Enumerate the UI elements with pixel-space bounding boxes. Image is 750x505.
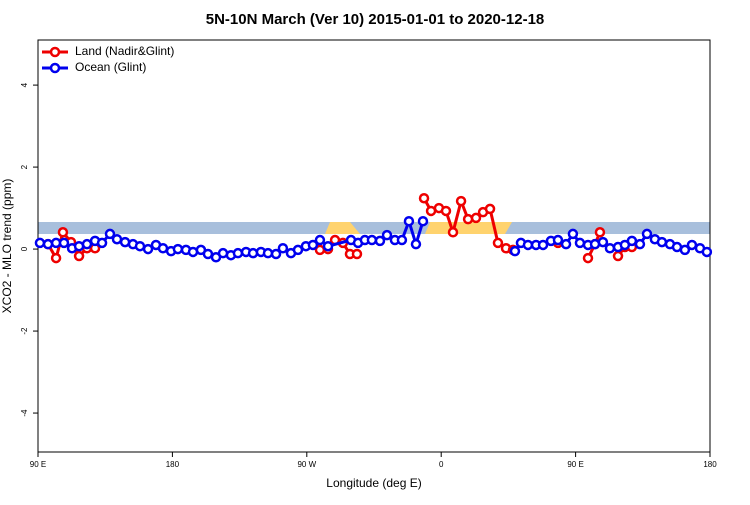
- reference-band: [38, 222, 710, 234]
- x-tick-label: 0: [439, 460, 444, 469]
- data-point: [634, 238, 646, 250]
- data-point: [492, 237, 504, 249]
- land-mask: [425, 222, 512, 234]
- legend-marker: [49, 46, 61, 58]
- data-point: [104, 228, 116, 240]
- legend-label: Ocean (Glint): [75, 60, 146, 74]
- data-point: [447, 227, 459, 238]
- data-point: [440, 205, 452, 217]
- data-point: [58, 237, 70, 249]
- x-tick-label: 180: [703, 460, 717, 469]
- data-point: [157, 243, 169, 254]
- data-point: [567, 228, 579, 240]
- data-point: [374, 235, 386, 247]
- data-point: [73, 250, 85, 262]
- data-point: [396, 234, 408, 246]
- data-point: [594, 227, 606, 238]
- data-point: [172, 243, 184, 255]
- data-point: [537, 239, 549, 251]
- data-point: [656, 236, 668, 248]
- data-point: [484, 203, 496, 215]
- data-point: [81, 238, 93, 250]
- data-point: [604, 243, 616, 254]
- legend-label: Land (Nadir&Glint): [75, 44, 174, 58]
- data-point: [612, 250, 624, 262]
- data-point: [96, 237, 108, 249]
- data-point: [597, 236, 609, 248]
- legend-marker: [49, 62, 61, 74]
- data-point: [50, 252, 62, 264]
- data-point: [626, 235, 638, 247]
- chart-title: 5N-10N March (Ver 10) 2015-01-01 to 2020…: [206, 11, 545, 28]
- y-tick-label: 0: [20, 246, 29, 251]
- data-point: [247, 247, 259, 259]
- data-point: [509, 245, 521, 257]
- data-point: [262, 247, 274, 259]
- data-point: [351, 248, 363, 260]
- data-point: [232, 247, 244, 259]
- data-point: [574, 237, 586, 249]
- data-point: [134, 240, 146, 252]
- data-point: [202, 248, 214, 260]
- x-tick-label: 180: [166, 460, 180, 469]
- x-tick-label: 90 E: [567, 460, 583, 469]
- data-point: [314, 234, 326, 246]
- data-point: [270, 248, 282, 260]
- data-point: [701, 246, 713, 258]
- y-axis-label: XCO2 - MLO trend (ppm): [0, 179, 14, 314]
- data-point: [34, 237, 46, 249]
- data-point: [142, 243, 154, 255]
- y-tick-label: 2: [20, 164, 29, 169]
- data-point: [560, 238, 572, 250]
- x-axis-label: Longitude (deg E): [326, 476, 421, 490]
- data-point: [277, 243, 289, 254]
- data-point: [292, 244, 304, 256]
- data-point: [470, 212, 482, 224]
- data-point: [641, 228, 653, 240]
- data-point: [410, 238, 422, 250]
- data-point: [455, 195, 467, 207]
- data-point: [679, 244, 691, 256]
- data-point: [42, 238, 54, 250]
- data-point: [57, 227, 69, 238]
- y-tick-label: -4: [20, 409, 29, 417]
- y-tick-label: -2: [20, 327, 29, 335]
- x-tick-label: 90 E: [30, 460, 46, 469]
- data-point: [552, 234, 564, 246]
- data-point: [381, 229, 393, 241]
- y-tick-label: 4: [20, 82, 29, 87]
- data-point: [522, 239, 534, 251]
- data-point: [322, 240, 334, 252]
- data-point: [418, 192, 430, 204]
- data-point: [111, 233, 123, 245]
- data-point: [686, 239, 698, 251]
- data-point: [307, 239, 319, 251]
- x-tick-label: 90 W: [297, 460, 316, 469]
- plot-area: 90 E 180 90 W 0 90 E 180 -4 -2 0 2 4 Land (Nadir&Gl…: [20, 44, 717, 469]
- data-point: [462, 213, 474, 225]
- land-mask: [325, 222, 360, 234]
- data-point: [582, 252, 594, 264]
- data-point: [366, 234, 378, 246]
- data-point: [403, 215, 415, 227]
- data-point: [417, 215, 429, 227]
